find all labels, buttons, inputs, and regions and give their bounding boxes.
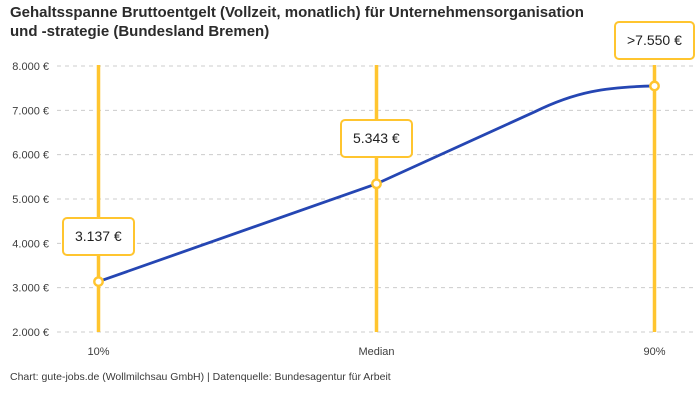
x-tick-label-median: Median	[358, 346, 394, 358]
y-tick-label-5000: 5.000 €	[12, 194, 49, 206]
data-label-box-median: 5.343 €	[340, 118, 413, 158]
y-tick-label-7000: 7.000 €	[12, 105, 49, 117]
y-tick-label-6000: 6.000 €	[12, 150, 49, 162]
data-point-median	[371, 178, 382, 190]
y-tick-label-2000: 2.000 €	[12, 327, 49, 339]
data-point-10	[93, 276, 104, 287]
y-tick-label-8000: 8.000 €	[12, 61, 49, 73]
chart-title-line-2: und -strategie (Bundesland Bremen)	[10, 23, 270, 40]
chart-source-footer: Chart: gute-jobs.de (Wollmilchsau GmbH) …	[10, 371, 391, 383]
chart-title: Gehaltsspanne Bruttoentgelt (Vollzeit, m…	[10, 3, 584, 41]
data-label-box-90: >7.550 €	[614, 20, 695, 60]
y-tick-label-4000: 4.000 €	[12, 238, 49, 250]
data-label-box-10: 3.137 €	[62, 216, 135, 256]
x-tick-label-90: 90%	[643, 346, 665, 358]
series-line-bruttoentgelt	[97, 84, 656, 283]
chart-title-line-1: Gehaltsspanne Bruttoentgelt (Vollzeit, m…	[10, 4, 584, 21]
data-point-90	[649, 80, 660, 92]
y-tick-label-3000: 3.000 €	[12, 283, 49, 295]
x-tick-label-10: 10%	[87, 346, 109, 358]
